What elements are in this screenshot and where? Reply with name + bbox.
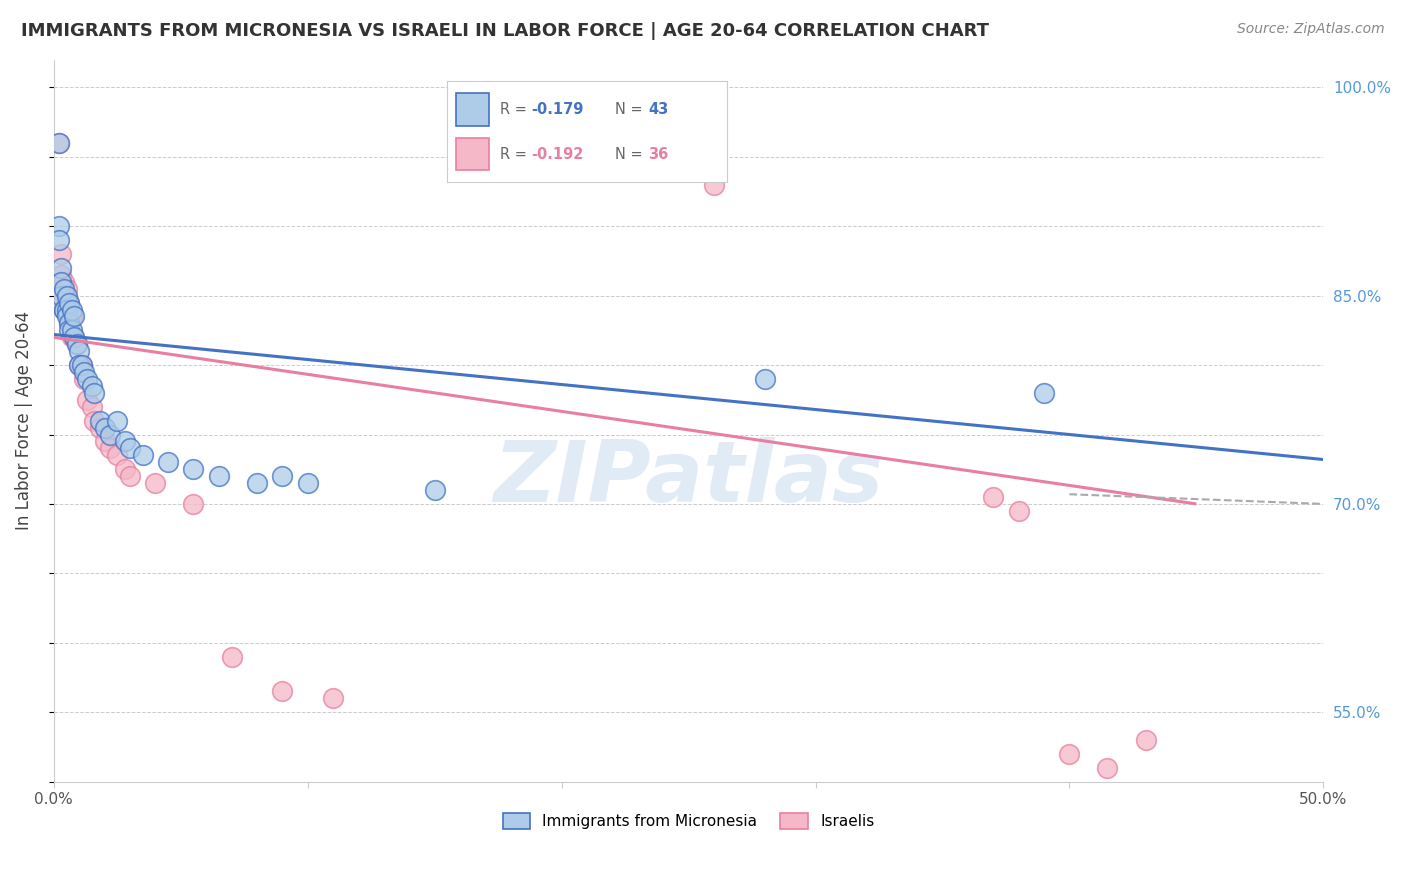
Point [754,372,776,386]
Point [58,295,80,310]
Point [67,358,90,372]
Point [423,483,446,497]
Point [53,275,76,289]
Point [145,476,167,491]
Text: ZIPatlas: ZIPatlas [494,437,884,520]
Point [105,414,128,428]
Point [183,497,205,511]
Point [53,288,76,302]
Point [98,427,121,442]
Point [114,462,136,476]
Point [114,434,136,449]
Point [83,385,105,400]
Point [1097,761,1119,775]
Point [55,302,77,317]
Point [118,469,141,483]
Text: Source: ZipAtlas.com: Source: ZipAtlas.com [1237,22,1385,37]
Point [55,310,77,324]
Point [63,330,86,344]
Point [80,400,103,414]
Point [246,476,269,491]
Point [53,302,76,317]
Point [76,372,98,386]
Point [53,282,76,296]
Point [93,420,115,434]
Point [157,455,180,469]
Point [271,684,294,698]
Text: IMMIGRANTS FROM MICRONESIA VS ISRAELI IN LABOR FORCE | AGE 20-64 CORRELATION CHA: IMMIGRANTS FROM MICRONESIA VS ISRAELI IN… [21,22,988,40]
Point [93,434,115,449]
Point [51,247,73,261]
Point [55,282,77,296]
Point [48,219,70,234]
Point [53,302,76,317]
Point [221,649,243,664]
Point [208,469,231,483]
Point [703,178,725,192]
Point [48,136,70,150]
Point [60,330,83,344]
Point [66,337,89,351]
Point [297,476,319,491]
Point [55,288,77,302]
Point [67,344,90,359]
Point [105,448,128,462]
Point [80,379,103,393]
Point [118,442,141,456]
Point [73,372,96,386]
Point [55,292,77,306]
Point [76,392,98,407]
Point [51,260,73,275]
Point [51,288,73,302]
Point [63,310,86,324]
Point [322,691,344,706]
Point [271,469,294,483]
Y-axis label: In Labor Force | Age 20-64: In Labor Force | Age 20-64 [15,311,32,530]
Legend: Immigrants from Micronesia, Israelis: Immigrants from Micronesia, Israelis [496,807,880,836]
Point [89,420,111,434]
Point [48,136,70,150]
Point [66,337,89,351]
Point [70,358,93,372]
Point [98,442,121,456]
Point [89,414,111,428]
Point [1007,504,1029,518]
Point [58,317,80,331]
Point [183,462,205,476]
Point [58,295,80,310]
Point [131,448,153,462]
Point [1135,733,1157,747]
Point [1059,747,1081,761]
Point [63,330,86,344]
Point [58,323,80,337]
Point [73,365,96,379]
Point [48,233,70,247]
Point [83,414,105,428]
Point [60,310,83,324]
Point [60,323,83,337]
Point [51,268,73,282]
Point [70,358,93,372]
Point [67,358,90,372]
Point [981,490,1004,504]
Point [1033,385,1056,400]
Point [58,317,80,331]
Point [51,275,73,289]
Point [60,302,83,317]
